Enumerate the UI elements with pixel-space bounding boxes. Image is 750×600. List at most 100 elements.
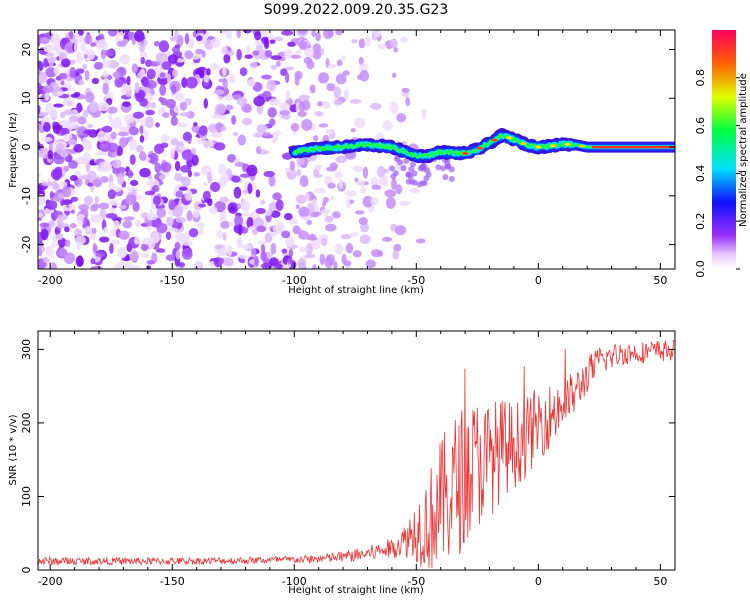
spectrogram-noise-blob bbox=[184, 50, 194, 60]
spectrogram-noise-blob bbox=[98, 101, 110, 112]
spectrogram-noise-blob bbox=[60, 52, 67, 60]
spectrogram-noise-blob bbox=[295, 194, 307, 204]
spectrogram-noise-blob bbox=[108, 110, 113, 123]
spectrogram-noise-blob bbox=[227, 202, 239, 214]
spectrogram-noise-blob bbox=[133, 236, 141, 245]
spectrogram-noise-blob bbox=[109, 243, 114, 255]
spectrogram-ridge-halo bbox=[405, 178, 412, 185]
spectrogram-noise-blob bbox=[319, 253, 326, 266]
spectrogram-noise-blob bbox=[359, 234, 371, 244]
spectrogram-noise-blob bbox=[146, 225, 152, 232]
spectrogram-noise-blob bbox=[220, 126, 227, 132]
spectrogram-noise-blob bbox=[370, 176, 379, 187]
spectrogram-noise-blob bbox=[228, 221, 234, 227]
spectrogram-noise-blob bbox=[165, 254, 176, 261]
spectrogram-noise-blob bbox=[62, 205, 68, 212]
spectrogram-noise-blob bbox=[254, 55, 260, 60]
spectrogram-noise-blob bbox=[145, 116, 154, 129]
spectrogram-noise-blob bbox=[181, 247, 193, 260]
spectrogram-noise-blob bbox=[62, 133, 73, 140]
spectrogram-noise-blob bbox=[166, 73, 171, 84]
spectrogram-noise-blob bbox=[50, 33, 61, 46]
spectrogram-noise-blob bbox=[338, 178, 344, 190]
spectrogram-noise-blob bbox=[321, 237, 328, 247]
spectrogram-noise-blob bbox=[160, 162, 172, 173]
spectrogram-noise-blob bbox=[253, 95, 265, 107]
figure-title: S099.2022.009.20.35.G23 bbox=[264, 2, 449, 18]
spectrogram-noise-blob bbox=[112, 167, 121, 175]
spectrogram-noise-blob bbox=[334, 99, 344, 106]
spectrogram-noise-blob bbox=[206, 198, 213, 207]
spectrogram-noise-blob bbox=[50, 168, 63, 180]
spectrogram-noise-blob bbox=[210, 38, 221, 48]
spectrogram-noise-blob bbox=[146, 180, 152, 186]
snr-line bbox=[38, 339, 675, 569]
spectrogram-noise-blob bbox=[102, 82, 109, 95]
spectrogram-noise-blob bbox=[290, 54, 302, 59]
spectrogram-noise-blob bbox=[60, 80, 65, 86]
spectrogram-noise-blob bbox=[109, 239, 121, 245]
spectrogram-noise-blob bbox=[238, 254, 248, 259]
spectrogram-noise-blob bbox=[146, 80, 157, 89]
spectrogram-noise-blob bbox=[327, 64, 337, 69]
spectrogram-noise-blob bbox=[269, 39, 276, 44]
spectrogram-noise-blob bbox=[99, 236, 110, 243]
spectrogram-noise-blob bbox=[312, 50, 322, 60]
spectrogram-noise-blob bbox=[180, 165, 192, 173]
spectrogram-noise-blob bbox=[193, 172, 200, 177]
spectrogram-noise-blob bbox=[350, 128, 356, 133]
spectrogram-noise-blob bbox=[129, 154, 136, 165]
spectrogram-noise-blob bbox=[322, 30, 334, 40]
spectrogram-noise-blob bbox=[321, 209, 331, 214]
spectrogram-ridge-halo bbox=[410, 161, 417, 168]
spectrogram-noise-blob bbox=[85, 91, 95, 103]
spectrogram-noise-blob bbox=[255, 146, 262, 155]
spectrogram-xtick-label: -200 bbox=[38, 274, 63, 287]
spectrogram-ridge-halo bbox=[403, 157, 410, 164]
spectrogram-noise-blob bbox=[255, 208, 266, 215]
spectrogram-noise-blob bbox=[247, 79, 256, 88]
spectrogram-noise-blob bbox=[214, 110, 220, 116]
spectrogram-noise-blob bbox=[87, 182, 94, 187]
spectrogram-noise-blob bbox=[38, 212, 43, 218]
spectrogram-noise-blob bbox=[68, 160, 78, 169]
spectrogram-noise-blob bbox=[123, 113, 136, 124]
spectrogram-noise-blob bbox=[298, 230, 310, 240]
spectrogram-noise-blob bbox=[269, 257, 279, 267]
spectrogram-noise-blob bbox=[136, 144, 144, 153]
spectrogram-noise-blob bbox=[210, 132, 223, 138]
spectrogram-ridge-halo bbox=[448, 166, 455, 173]
spectrogram-noise-blob bbox=[63, 252, 76, 265]
spectrogram-noise-blob bbox=[211, 114, 223, 119]
spectrogram-ridge-halo bbox=[442, 174, 449, 181]
spectrogram-noise-blob bbox=[38, 111, 49, 117]
spectrogram-noise-blob bbox=[59, 119, 71, 127]
spectrogram-ytick-label: -20 bbox=[20, 236, 33, 254]
spectrogram-noise-blob bbox=[253, 217, 265, 228]
spectrogram-noise-blob bbox=[358, 63, 369, 72]
spectrogram-ylabel: Frequency (Hz) bbox=[8, 112, 19, 188]
spectrogram-noise-blob bbox=[127, 169, 133, 179]
spectrogram-noise-blob bbox=[287, 41, 296, 47]
spectrogram-noise-blob bbox=[76, 105, 83, 112]
spectrogram-ridge-halo bbox=[411, 179, 418, 186]
spectrogram-noise-blob bbox=[334, 243, 344, 255]
spectrogram-noise-blob bbox=[193, 209, 200, 219]
spectrogram-noise-blob bbox=[283, 213, 293, 221]
spectrogram-noise-blob bbox=[267, 107, 277, 118]
spectrogram-noise-blob bbox=[160, 134, 170, 142]
spectrogram-noise-blob bbox=[175, 190, 183, 198]
spectrogram-noise-blob bbox=[351, 39, 358, 44]
snr-ylabel: SNR (10 * v/v) bbox=[8, 414, 19, 485]
colorbar-tick-label: 0.8 bbox=[694, 69, 707, 87]
spectrogram-noise-blob bbox=[409, 187, 421, 194]
spectrogram-noise-blob bbox=[261, 74, 272, 80]
spectrogram-noise-blob bbox=[343, 88, 349, 100]
spectrogram-noise-blob bbox=[42, 85, 54, 93]
spectrogram-noise-blob bbox=[224, 94, 234, 101]
spectrogram-noise-blob bbox=[64, 239, 71, 248]
spectrogram-ridge-hotspot bbox=[491, 138, 498, 142]
spectrogram-noise-blob bbox=[389, 38, 398, 49]
spectrogram-noise-blob bbox=[309, 84, 316, 94]
spectrogram-noise-blob bbox=[45, 67, 57, 78]
